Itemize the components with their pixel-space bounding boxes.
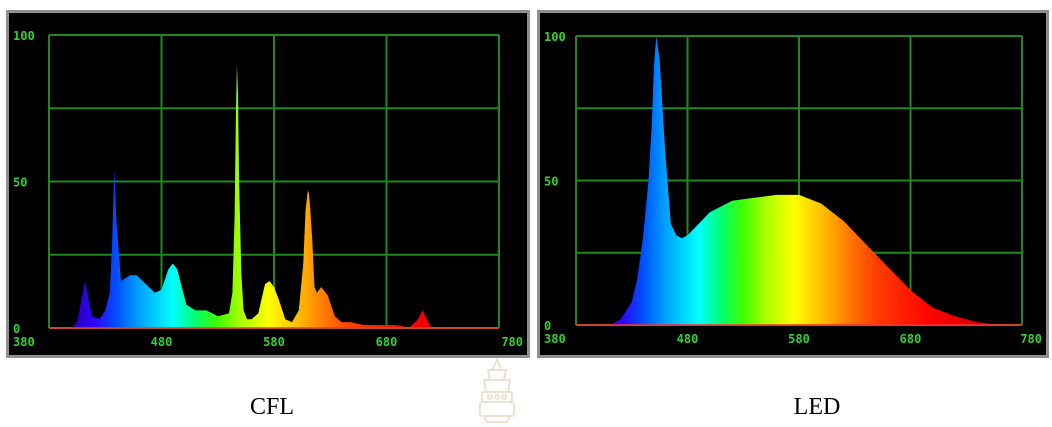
x-tick-label: 780 [1020,332,1042,346]
y-tick-label: 100 [544,30,566,44]
led-chart-panel: 380 480 580 680 780 0 50 100 [537,10,1049,358]
cfl-caption: CFL [249,394,294,420]
y-tick-label: 0 [13,322,20,336]
led-spectrum-chart: 380 480 580 680 780 0 50 100 [544,30,1042,346]
watermark-crown-icon [479,358,515,423]
x-tick-label: 480 [677,332,699,346]
cfl-spectrum-chart: 380 480 580 680 780 0 50 100 [13,29,523,349]
x-tick-label: 580 [788,332,810,346]
x-tick-label: 480 [151,335,173,349]
cfl-chart-panel: 380 480 580 680 780 0 50 100 [6,10,530,358]
x-tick-label: 380 [13,335,35,349]
y-tick-label: 50 [13,176,27,190]
y-tick-label: 50 [544,175,558,189]
x-tick-label: 380 [544,332,566,346]
y-tick-label: 100 [13,29,35,43]
led-caption: LED [793,394,841,420]
y-tick-label: 0 [544,319,551,333]
x-tick-label: 680 [376,335,398,349]
x-tick-label: 780 [501,335,523,349]
x-tick-label: 580 [263,335,285,349]
x-tick-label: 680 [900,332,922,346]
spectrum-area [576,36,1022,325]
